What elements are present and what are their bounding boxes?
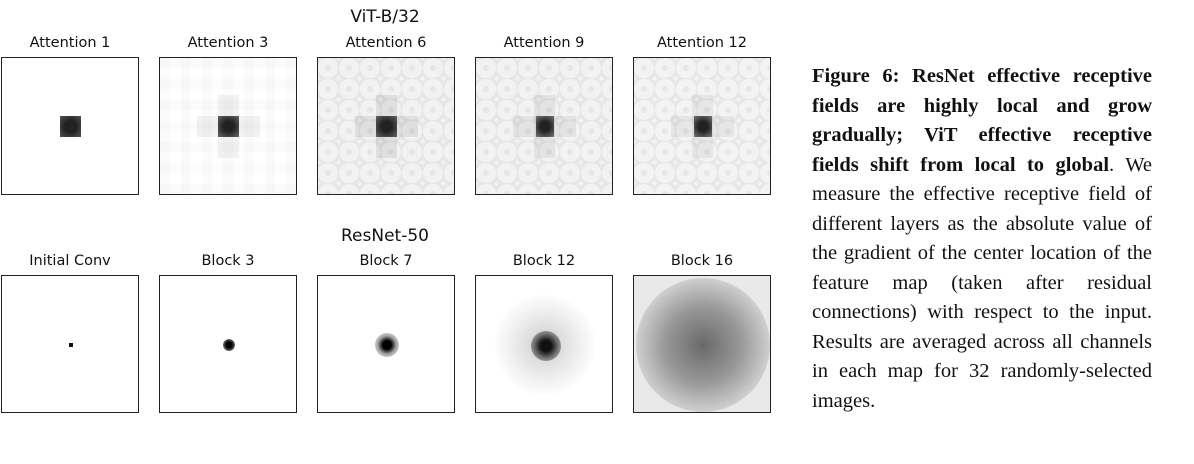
vit-panel-label-2: Attention 3 bbox=[187, 35, 269, 51]
vit-attention-6-map bbox=[317, 57, 455, 195]
resnet-block-7-map bbox=[317, 275, 455, 413]
resnet-block-16-map bbox=[633, 275, 771, 413]
resnet-group-title: ResNet-50 bbox=[341, 226, 429, 246]
resnet-panel-label-1: Initial Conv bbox=[29, 253, 111, 269]
vit-attention-9-map bbox=[475, 57, 613, 195]
resnet-panel-label-5: Block 16 bbox=[670, 253, 734, 269]
resnet-block-3-map bbox=[159, 275, 297, 413]
resnet-block-12-map bbox=[475, 275, 613, 413]
vit-panel-label-5: Attention 12 bbox=[657, 35, 747, 51]
vit-panel-label-4: Attention 9 bbox=[503, 35, 585, 51]
vit-panel-label-3: Attention 6 bbox=[345, 35, 427, 51]
vit-attention-12-map bbox=[633, 57, 771, 195]
caption-body: . We measure the effective receptive fie… bbox=[812, 153, 1152, 412]
caption-bold-lead: Figure 6: ResNet effective receptive fie… bbox=[812, 65, 1152, 176]
figure-caption: Figure 6: ResNet effective receptive fie… bbox=[812, 62, 1152, 416]
resnet-panel-label-3: Block 7 bbox=[359, 253, 413, 269]
vit-attention-3-map bbox=[159, 57, 297, 195]
resnet-panel-label-2: Block 3 bbox=[201, 253, 255, 269]
vit-panel-label-1: Attention 1 bbox=[29, 35, 111, 51]
vit-group-title: ViT-B/32 bbox=[350, 7, 420, 27]
resnet-panel-label-4: Block 12 bbox=[512, 253, 576, 269]
resnet-initial-conv-map bbox=[1, 275, 139, 413]
vit-attention-1-map bbox=[1, 57, 139, 195]
